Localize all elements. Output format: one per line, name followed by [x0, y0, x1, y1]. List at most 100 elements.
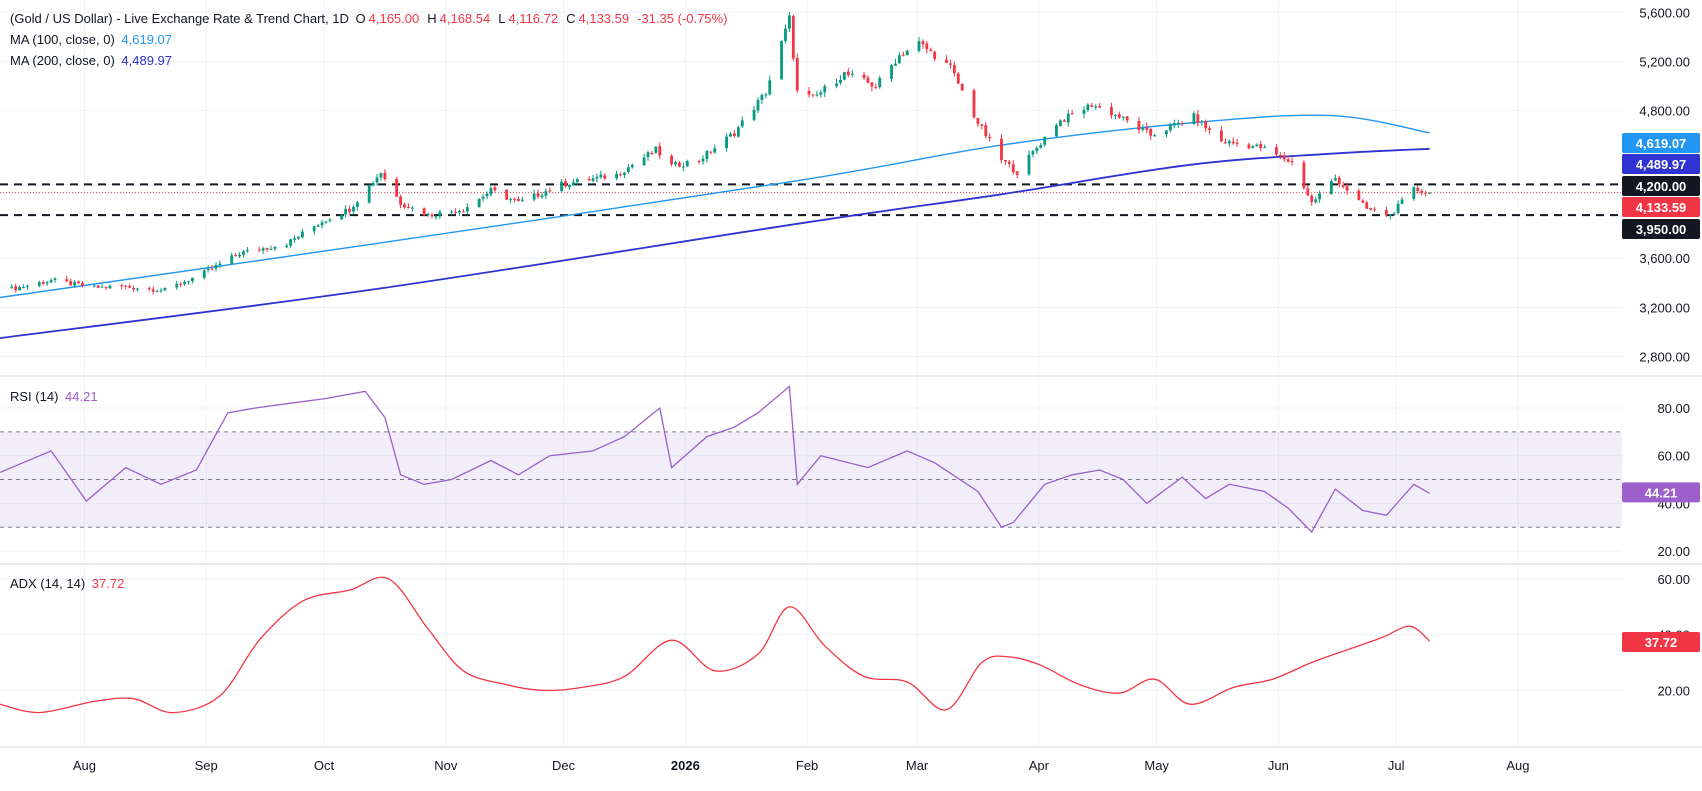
candle[interactable]	[917, 36, 921, 53]
candle[interactable]	[835, 78, 838, 89]
candle[interactable]	[108, 284, 112, 289]
rsi-value-badge[interactable]: 44.21	[1622, 482, 1700, 503]
candle[interactable]	[505, 189, 509, 200]
candle[interactable]	[1384, 206, 1388, 218]
candle[interactable]	[1121, 116, 1125, 121]
candle[interactable]	[1373, 206, 1376, 213]
candle[interactable]	[862, 71, 866, 81]
candle[interactable]	[438, 209, 442, 220]
candle[interactable]	[481, 194, 485, 202]
candle[interactable]	[37, 280, 41, 288]
rsi-legend[interactable]: RSI (14) 44.21	[10, 386, 101, 407]
candle[interactable]	[395, 176, 399, 198]
candle[interactable]	[1204, 119, 1208, 133]
candle[interactable]	[1196, 109, 1200, 127]
candle[interactable]	[1066, 109, 1070, 127]
candle[interactable]	[516, 196, 520, 202]
candle[interactable]	[49, 278, 53, 284]
candle[interactable]	[1329, 178, 1333, 195]
candle[interactable]	[367, 184, 371, 204]
candle[interactable]	[1125, 116, 1129, 124]
candle[interactable]	[1357, 188, 1361, 201]
candle[interactable]	[1310, 193, 1314, 207]
candle[interactable]	[1145, 122, 1149, 134]
candle[interactable]	[45, 281, 49, 287]
candle[interactable]	[1235, 138, 1239, 148]
candle[interactable]	[163, 287, 167, 291]
candle[interactable]	[10, 284, 14, 290]
candle[interactable]	[1113, 113, 1117, 120]
candle[interactable]	[407, 203, 410, 209]
candle[interactable]	[1420, 189, 1424, 196]
adx-legend[interactable]: ADX (14, 14) 37.72	[10, 573, 127, 594]
ma100-line[interactable]	[0, 114, 1430, 299]
candle[interactable]	[1302, 160, 1306, 190]
candle[interactable]	[752, 105, 756, 122]
candle[interactable]	[151, 286, 155, 295]
candle[interactable]	[300, 228, 304, 239]
candle[interactable]	[1003, 159, 1007, 166]
candle[interactable]	[1318, 190, 1322, 203]
candle[interactable]	[544, 188, 548, 200]
candle[interactable]	[850, 69, 854, 78]
ma200-badge[interactable]: 4,489.97	[1622, 154, 1700, 174]
candle[interactable]	[1027, 150, 1031, 176]
candle[interactable]	[246, 246, 249, 253]
candle[interactable]	[823, 84, 827, 98]
candle[interactable]	[1062, 118, 1066, 122]
candle[interactable]	[155, 289, 159, 293]
candle[interactable]	[642, 153, 646, 167]
candle[interactable]	[1176, 119, 1180, 129]
candle[interactable]	[1251, 144, 1255, 149]
candle[interactable]	[81, 281, 84, 288]
candle[interactable]	[1333, 174, 1337, 181]
candle[interactable]	[658, 142, 662, 160]
candle[interactable]	[839, 75, 842, 85]
candle[interactable]	[242, 249, 245, 258]
adx-value-badge[interactable]: 37.72	[1622, 631, 1700, 652]
candle[interactable]	[548, 187, 552, 193]
candle[interactable]	[1086, 103, 1090, 113]
candle[interactable]	[1274, 144, 1278, 158]
candle[interactable]	[740, 116, 744, 128]
candle[interactable]	[410, 206, 414, 212]
candle[interactable]	[568, 184, 571, 190]
candle[interactable]	[1369, 207, 1373, 211]
candle[interactable]	[674, 160, 677, 167]
candle[interactable]	[897, 52, 901, 64]
candle[interactable]	[297, 236, 300, 240]
candle[interactable]	[183, 280, 186, 286]
candle[interactable]	[760, 93, 764, 104]
candle[interactable]	[540, 191, 544, 200]
candle[interactable]	[701, 155, 705, 165]
candle[interactable]	[764, 92, 768, 99]
candle[interactable]	[320, 219, 324, 229]
candle[interactable]	[984, 121, 988, 139]
candle[interactable]	[1361, 198, 1365, 204]
candle[interactable]	[1428, 192, 1431, 195]
candle[interactable]	[976, 117, 980, 127]
candle[interactable]	[269, 245, 273, 251]
candle[interactable]	[709, 150, 713, 155]
candle[interactable]	[513, 197, 516, 203]
candle[interactable]	[654, 146, 658, 154]
candle[interactable]	[1314, 196, 1318, 204]
last-price-badge[interactable]: 4,133.59	[1622, 197, 1700, 217]
candle[interactable]	[972, 88, 976, 119]
candle[interactable]	[493, 185, 497, 193]
candle[interactable]	[1011, 160, 1015, 175]
candle[interactable]	[375, 174, 379, 186]
candle[interactable]	[489, 185, 493, 197]
candle[interactable]	[623, 171, 626, 179]
candle[interactable]	[1058, 119, 1062, 127]
candle[interactable]	[905, 49, 909, 56]
candle[interactable]	[265, 247, 269, 252]
candle[interactable]	[933, 50, 937, 62]
candle[interactable]	[1396, 200, 1400, 215]
candle[interactable]	[1035, 146, 1039, 155]
candle[interactable]	[312, 225, 316, 235]
candle[interactable]	[1015, 171, 1019, 179]
candle[interactable]	[1290, 156, 1294, 166]
candle[interactable]	[238, 251, 241, 259]
candle[interactable]	[403, 202, 406, 210]
